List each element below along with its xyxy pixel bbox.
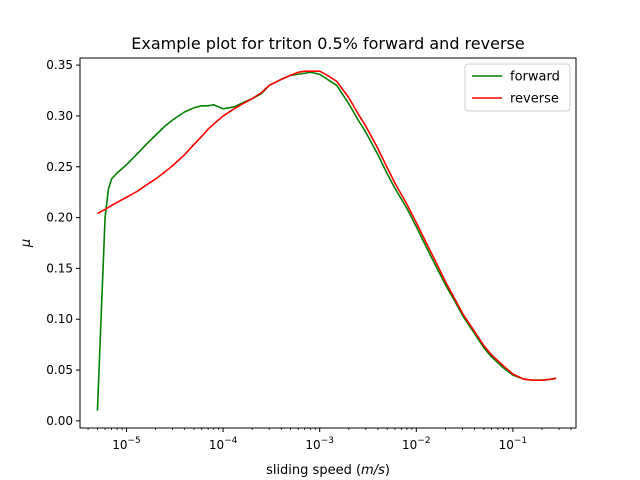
legend-label-forward: forward <box>510 70 560 85</box>
chart-title: Example plot for triton 0.5% forward and… <box>131 34 524 53</box>
y-axis-label: μ <box>19 239 34 248</box>
series-line-forward <box>96 71 557 411</box>
axes-frame <box>79 57 577 429</box>
x-axis-label-part: sliding speed ( <box>266 463 361 478</box>
y-tick-label: 0.30 <box>46 109 73 123</box>
y-tick-label: 0.05 <box>46 363 73 377</box>
y-tick-label: 0.15 <box>46 261 73 275</box>
plot-area <box>96 70 557 411</box>
y-tick-label: 0.20 <box>46 211 73 225</box>
x-tick-exponent: −5 <box>128 436 141 446</box>
x-axis-label: sliding speed (m/s) <box>266 463 390 478</box>
x-tick-exponent: −3 <box>321 436 334 446</box>
y-tick-label: 0.25 <box>46 160 73 174</box>
legend: forward reverse <box>464 63 571 112</box>
x-axis-label-part: m/s <box>361 463 385 478</box>
x-axis-label-part: ) <box>385 463 390 478</box>
y-tick-label: 0.00 <box>46 414 73 428</box>
x-tick-exponent: −1 <box>514 436 527 446</box>
y-tick-label: 0.35 <box>46 58 73 72</box>
axes: 10−5 10−4 10−3 10−2 10−10.000.050.100.150.20… <box>46 58 572 452</box>
series-line-reverse <box>97 70 557 382</box>
x-tick-exponent: −4 <box>224 436 238 446</box>
legend-label-reverse: reverse <box>510 92 559 107</box>
y-tick-label: 0.10 <box>46 312 73 326</box>
x-tick-exponent: −2 <box>417 436 430 446</box>
